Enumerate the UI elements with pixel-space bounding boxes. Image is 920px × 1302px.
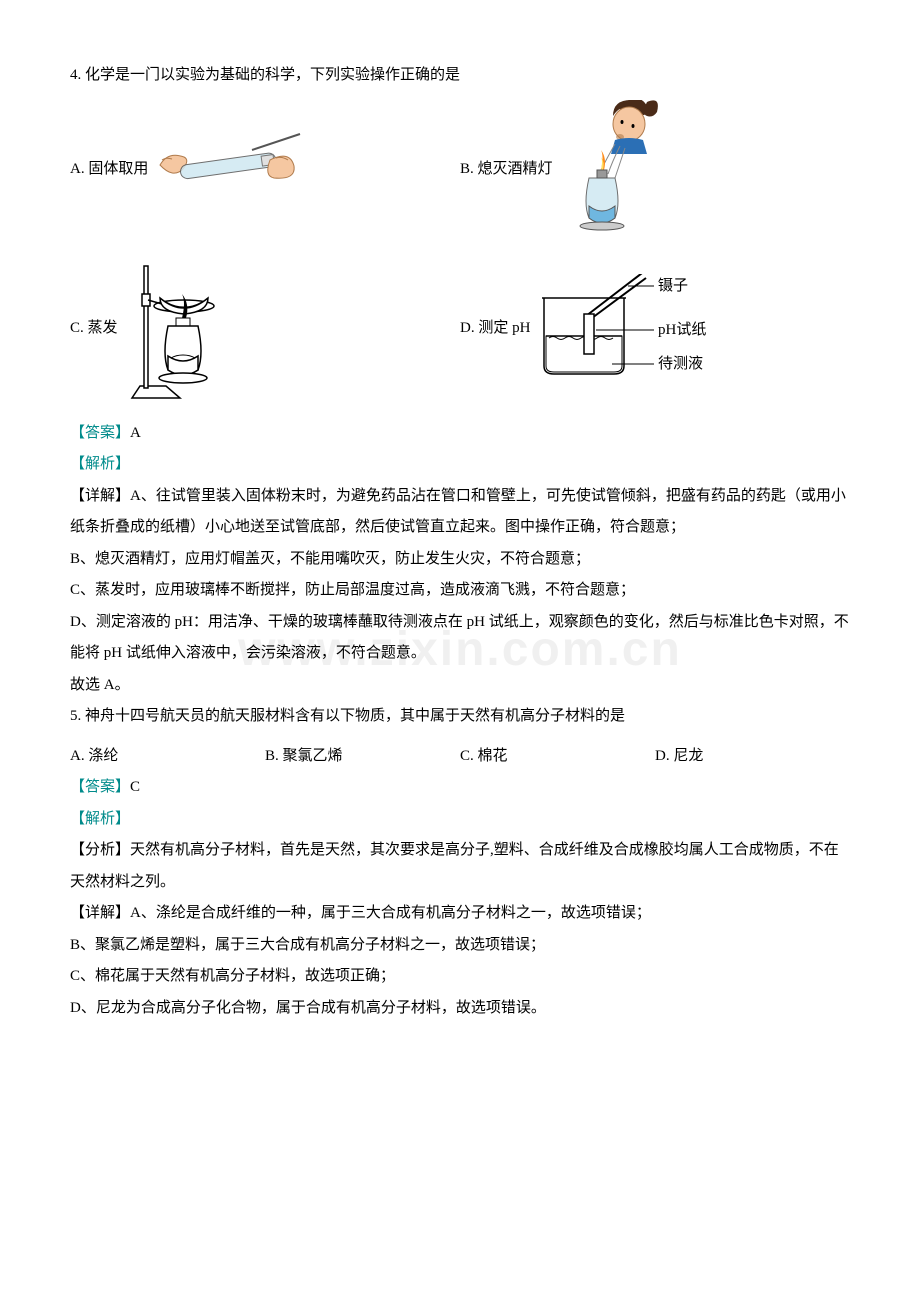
figd-l1: 镊子: [658, 277, 688, 294]
q5-answer-line: 【答案】C: [70, 772, 850, 804]
q5-answer-label: 【答案】: [70, 779, 130, 795]
q4-opt-d: D. 测定 pH 镊子: [460, 274, 850, 384]
q5-detail-a: 【详解】A、涤纶是合成纤维的一种，属于三大合成有机高分子材料之一，故选项错误；: [70, 898, 850, 930]
q4-opt-a: A. 固体取用: [70, 130, 460, 210]
q4-opt-b: B. 熄灭酒精灯: [460, 100, 850, 240]
q4-detail-a: 【详解】A、往试管里装入固体粉末时，为避免药品沾在管口和管壁上，可先使试管倾斜，…: [70, 481, 850, 544]
ph-test-icon: 镊子 pH试纸 待测液: [534, 274, 724, 384]
q4-opt-b-label: B. 熄灭酒精灯: [460, 154, 553, 186]
q5-opt-d: D. 尼龙: [655, 741, 850, 773]
q5-opt-c: C. 棉花: [460, 741, 655, 773]
q4-answer: A: [130, 425, 141, 441]
q5-opt-a: A. 涤纶: [70, 741, 265, 773]
q5-detail-b: B、聚氯乙烯是塑料，属于三大合成有机高分子材料之一，故选项错误；: [70, 930, 850, 962]
q4-row-cd: C. 蒸发: [70, 254, 850, 404]
q5-fenxi: 【分析】天然有机高分子材料，首先是天然，其次要求是高分子,塑料、合成纤维及合成橡…: [70, 835, 850, 898]
q4-conclusion: 故选 A。: [70, 670, 850, 702]
q4-detail-d: D、测定溶液的 pH：用洁净、干燥的玻璃棒蘸取待测液点在 pH 试纸上，观察颜色…: [70, 607, 850, 670]
solid-sampling-icon: [152, 130, 302, 210]
q5-answer: C: [130, 779, 140, 795]
q4-stem: 4. 化学是一门以实验为基础的科学，下列实验操作正确的是: [70, 60, 850, 92]
q4-fig-a: [152, 130, 302, 210]
q4-fig-b: [557, 100, 667, 240]
evaporate-icon: [122, 254, 232, 404]
q5-analysis-label: 【解析】: [70, 804, 850, 836]
figd-l3: 待测液: [658, 355, 703, 372]
q5-opt-b: B. 聚氯乙烯: [265, 741, 460, 773]
q4-analysis-label: 【解析】: [70, 449, 850, 481]
q4-opt-a-label: A. 固体取用: [70, 154, 148, 186]
q4-fig-c: [122, 254, 232, 404]
q4-opt-c-label: C. 蒸发: [70, 313, 118, 345]
q4-answer-label: 【答案】: [70, 425, 130, 441]
q4-fig-d: 镊子 pH试纸 待测液: [534, 274, 724, 384]
q4-opt-d-label: D. 测定 pH: [460, 313, 530, 345]
q5-detail-d: D、尼龙为合成高分子化合物，属于合成有机高分子材料，故选项错误。: [70, 993, 850, 1025]
page-content: 4. 化学是一门以实验为基础的科学，下列实验操作正确的是 A. 固体取用: [70, 60, 850, 1024]
q5-opts: A. 涤纶 B. 聚氯乙烯 C. 棉花 D. 尼龙: [70, 741, 850, 773]
blow-lamp-icon: [557, 100, 667, 240]
q5-stem: 5. 神舟十四号航天员的航天服材料含有以下物质，其中属于天然有机高分子材料的是: [70, 701, 850, 733]
q5-detail-c: C、棉花属于天然有机高分子材料，故选项正确；: [70, 961, 850, 993]
figd-l2: pH试纸: [658, 321, 706, 338]
q4-detail-c: C、蒸发时，应用玻璃棒不断搅拌，防止局部温度过高，造成液滴飞溅，不符合题意；: [70, 575, 850, 607]
q4-detail-b: B、熄灭酒精灯，应用灯帽盖灭，不能用嘴吹灭，防止发生火灾，不符合题意；: [70, 544, 850, 576]
q4-answer-line: 【答案】A: [70, 418, 850, 450]
q4-row-ab: A. 固体取用: [70, 100, 850, 240]
q4-opt-c: C. 蒸发: [70, 254, 460, 404]
